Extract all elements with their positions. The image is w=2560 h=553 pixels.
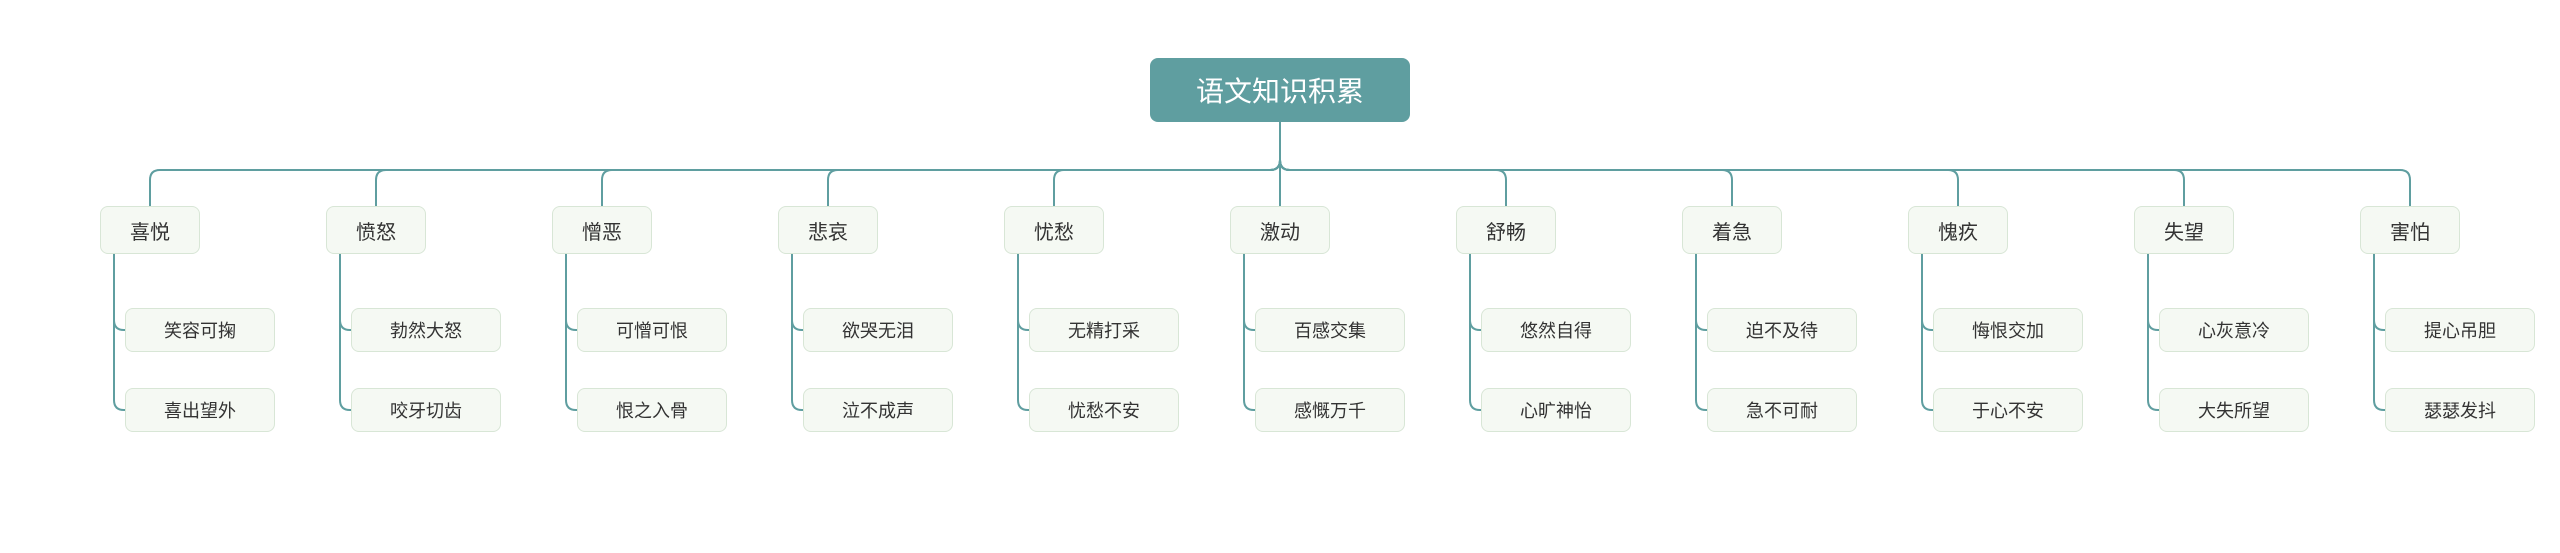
root-node: 语文知识积累 [1150, 58, 1410, 122]
category-node: 悲哀 [778, 206, 878, 254]
category-node: 着急 [1682, 206, 1782, 254]
leaf-node: 瑟瑟发抖 [2385, 388, 2535, 432]
leaf-node: 悠然自得 [1481, 308, 1631, 352]
leaf-node: 无精打采 [1029, 308, 1179, 352]
category-node: 忧愁 [1004, 206, 1104, 254]
leaf-node: 大失所望 [2159, 388, 2309, 432]
leaf-node: 感慨万千 [1255, 388, 1405, 432]
leaf-node: 心旷神怡 [1481, 388, 1631, 432]
leaf-node: 勃然大怒 [351, 308, 501, 352]
leaf-node: 心灰意冷 [2159, 308, 2309, 352]
category-node: 愧疚 [1908, 206, 2008, 254]
leaf-node: 咬牙切齿 [351, 388, 501, 432]
leaf-node: 迫不及待 [1707, 308, 1857, 352]
category-node: 喜悦 [100, 206, 200, 254]
leaf-node: 可憎可恨 [577, 308, 727, 352]
leaf-node: 悔恨交加 [1933, 308, 2083, 352]
leaf-node: 喜出望外 [125, 388, 275, 432]
category-node: 激动 [1230, 206, 1330, 254]
leaf-node: 百感交集 [1255, 308, 1405, 352]
leaf-node: 提心吊胆 [2385, 308, 2535, 352]
leaf-node: 忧愁不安 [1029, 388, 1179, 432]
leaf-node: 恨之入骨 [577, 388, 727, 432]
category-node: 害怕 [2360, 206, 2460, 254]
leaf-node: 欲哭无泪 [803, 308, 953, 352]
leaf-node: 泣不成声 [803, 388, 953, 432]
category-node: 舒畅 [1456, 206, 1556, 254]
leaf-node: 笑容可掬 [125, 308, 275, 352]
leaf-node: 急不可耐 [1707, 388, 1857, 432]
category-node: 憎恶 [552, 206, 652, 254]
category-node: 愤怒 [326, 206, 426, 254]
category-node: 失望 [2134, 206, 2234, 254]
leaf-node: 于心不安 [1933, 388, 2083, 432]
